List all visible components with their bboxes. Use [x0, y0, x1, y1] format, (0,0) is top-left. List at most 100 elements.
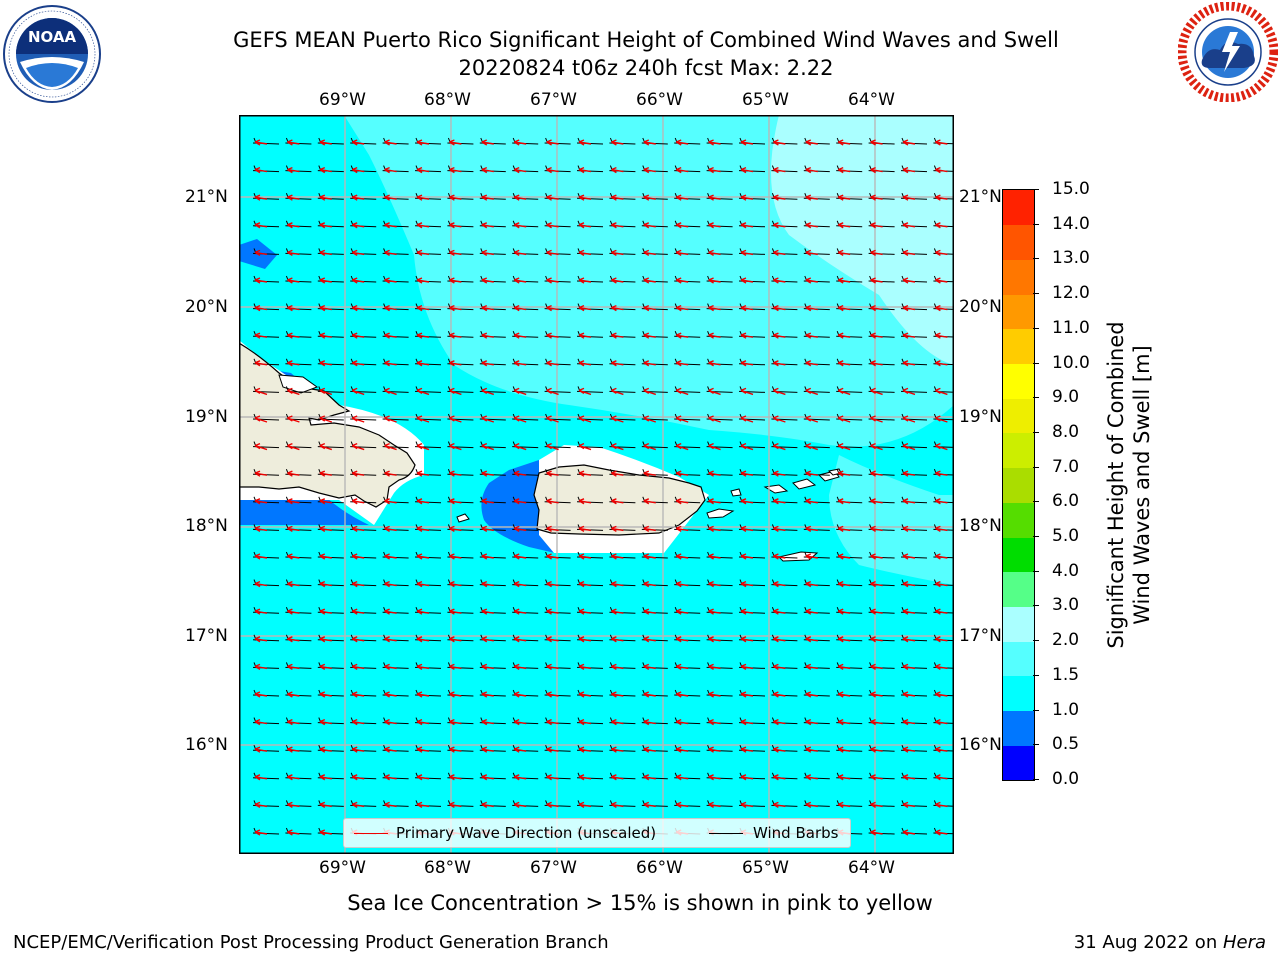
- colorbar-segment: [1003, 259, 1034, 295]
- wave-direction-arrow: [351, 718, 365, 726]
- wave-direction-arrow: [481, 580, 494, 588]
- wave-direction-arrow: [773, 718, 786, 726]
- wave-direction-arrow: [287, 387, 300, 396]
- wave-direction-arrow: [578, 636, 592, 643]
- wave-direction-arrow: [675, 525, 689, 533]
- wave-direction-arrow: [805, 801, 818, 809]
- wave-direction-arrow: [287, 360, 300, 367]
- wave-direction-arrow: [384, 801, 397, 809]
- wave-direction-arrow: [805, 498, 818, 505]
- wave-direction-arrow: [449, 691, 462, 698]
- wave-direction-arrow: [675, 663, 689, 671]
- wave-direction-arrow: [481, 360, 494, 367]
- wave-direction-arrow: [254, 525, 268, 533]
- wave-direction-arrow: [935, 304, 948, 312]
- wave-direction-arrow: [611, 636, 624, 643]
- wave-direction-arrow: [449, 470, 462, 477]
- wave-direction-arrow: [740, 249, 754, 257]
- wave-direction-arrow: [611, 525, 624, 533]
- wave-direction-arrow: [675, 360, 689, 367]
- wave-direction-arrow: [481, 553, 494, 560]
- wave-direction-arrow: [708, 691, 721, 698]
- wave-direction-arrow: [416, 553, 430, 560]
- wave-direction-arrow: [481, 139, 494, 146]
- wave-direction-arrow: [837, 636, 851, 643]
- colorbar-tick-label: 0.0: [1052, 769, 1080, 789]
- wave-direction-arrow: [902, 498, 916, 505]
- wave-direction-arrow: [902, 553, 916, 560]
- wave-direction-arrow: [449, 553, 462, 560]
- legend-wind-barbs-swatch: [709, 833, 743, 834]
- colorbar-tick-label: 11.0: [1052, 317, 1090, 338]
- colorbar-segment: [1003, 606, 1034, 642]
- wave-direction-arrow: [384, 222, 397, 229]
- wave-direction-arrow: [287, 470, 300, 477]
- wave-direction-arrow: [773, 442, 786, 451]
- wave-direction-arrow: [287, 249, 300, 257]
- wave-direction-arrow: [513, 691, 527, 698]
- wave-direction-arrow: [773, 332, 786, 339]
- wave-direction-arrow: [773, 636, 786, 643]
- wave-direction-arrow: [254, 249, 268, 257]
- wave-direction-arrow: [870, 360, 883, 367]
- wave-direction-arrow: [513, 222, 527, 229]
- wave-direction-arrow: [643, 636, 656, 643]
- wave-direction-arrow: [416, 774, 430, 781]
- wave-direction-arrow: [578, 553, 592, 560]
- wave-direction-arrow: [319, 222, 332, 229]
- island-vieques: [706, 508, 735, 519]
- wave-direction-arrow: [319, 470, 332, 477]
- wave-direction-arrow: [935, 249, 948, 257]
- wave-direction-arrow: [416, 277, 430, 284]
- wave-direction-arrow: [935, 580, 948, 588]
- wave-direction-arrow: [902, 718, 916, 726]
- wave-direction-arrow: [351, 194, 365, 201]
- wave-direction-arrow: [708, 360, 721, 367]
- colorbar-tick-label: 12.0: [1052, 283, 1090, 304]
- wave-direction-arrow: [708, 277, 721, 284]
- wave-direction-arrow: [902, 277, 916, 284]
- wave-direction-arrow: [740, 663, 754, 671]
- wave-direction-arrow: [578, 249, 592, 257]
- colorbar-tick-mark: [1033, 327, 1039, 329]
- lat-label-right-21n: 21°N: [959, 187, 1002, 207]
- wave-direction-arrow: [319, 580, 332, 588]
- wave-direction-arrow: [708, 139, 721, 146]
- island-culebra: [730, 488, 742, 497]
- wave-direction-arrow: [513, 498, 527, 505]
- nws-logo: [1178, 2, 1278, 102]
- map-legend: Primary Wave Direction (unscaled) Wind B…: [343, 818, 851, 848]
- wave-direction-arrow: [351, 139, 365, 146]
- wave-direction-arrow: [935, 746, 948, 753]
- wave-direction-arrow: [449, 304, 462, 312]
- wave-direction-arrow: [611, 608, 624, 615]
- wave-direction-arrow: [319, 663, 332, 671]
- wave-direction-arrow: [351, 166, 365, 174]
- wave-direction-arrow: [935, 663, 948, 671]
- wave-direction-arrow: [935, 139, 948, 146]
- lon-label-bottom-68w: 68°W: [424, 858, 471, 878]
- wave-direction-arrow: [935, 194, 948, 201]
- wave-direction-arrow: [837, 718, 851, 726]
- wave-direction-arrow: [902, 166, 916, 174]
- wave-direction-arrow: [578, 801, 592, 809]
- wave-direction-arrow: [740, 222, 754, 229]
- wave-direction-arrow: [416, 746, 430, 753]
- wave-direction-arrow: [546, 580, 559, 588]
- wave-direction-arrow: [351, 442, 365, 451]
- noaa-logo-text: NOAA: [28, 28, 77, 46]
- wave-direction-arrow: [773, 194, 786, 201]
- colorbar-tick-mark: [1033, 709, 1039, 711]
- wave-direction-arrow: [513, 360, 527, 367]
- colorbar-segment: [1003, 502, 1034, 538]
- wave-direction-arrow: [481, 194, 494, 201]
- island-st-john: [792, 478, 817, 490]
- wave-direction-arrow: [675, 222, 689, 229]
- wave-direction-arrow: [643, 746, 656, 753]
- wave-direction-arrow: [416, 415, 430, 423]
- wave-direction-arrow: [708, 580, 721, 588]
- wave-direction-arrow: [449, 580, 462, 588]
- colorbar-tick-mark: [1033, 362, 1039, 364]
- wave-direction-arrow: [254, 774, 268, 781]
- wave-direction-arrow: [611, 304, 624, 312]
